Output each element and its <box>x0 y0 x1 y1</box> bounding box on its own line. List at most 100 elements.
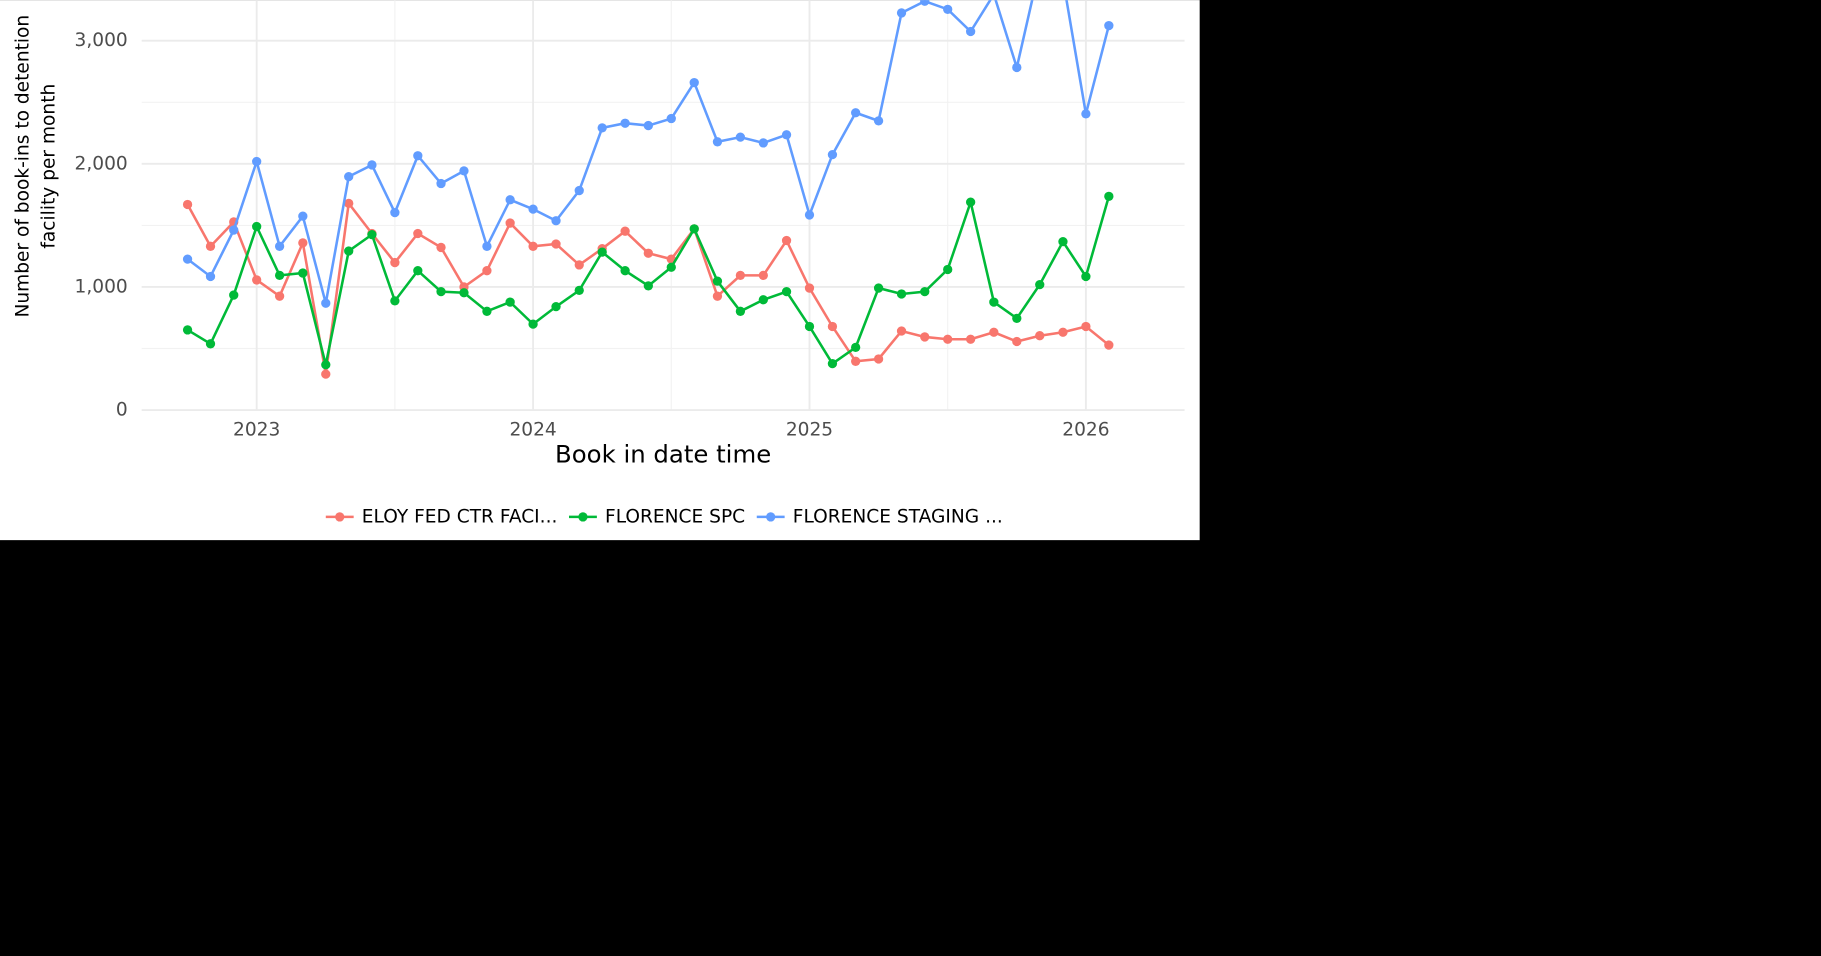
data-point <box>851 356 861 366</box>
data-point <box>321 369 331 379</box>
data-point <box>574 185 584 196</box>
data-point <box>482 266 492 276</box>
legend-key-point <box>335 512 345 522</box>
x-tick-label: 2025 <box>786 419 833 440</box>
x-tick-label: 2024 <box>509 419 556 440</box>
data-point <box>574 285 584 296</box>
data-point <box>229 225 239 235</box>
data-point <box>712 137 723 147</box>
data-point <box>298 238 308 248</box>
data-point <box>1104 340 1114 350</box>
data-point <box>344 246 354 256</box>
legend-item: FLORENCE STAGING ... <box>756 506 1003 527</box>
data-point <box>390 257 400 268</box>
y-tick-label: 3,000 <box>75 30 128 51</box>
data-point <box>712 291 723 301</box>
data-point <box>229 290 239 300</box>
data-point <box>1104 20 1114 31</box>
data-point <box>643 248 653 258</box>
data-point <box>551 302 561 312</box>
data-point <box>689 77 699 88</box>
data-point <box>413 228 423 239</box>
data-point <box>712 276 723 286</box>
data-point <box>643 281 653 291</box>
data-point <box>943 264 953 275</box>
data-point <box>367 229 377 240</box>
legend-label: FLORENCE STAGING ... <box>793 506 1003 527</box>
data-point <box>896 8 907 18</box>
data-point <box>1035 279 1045 290</box>
data-point <box>920 286 930 297</box>
data-point <box>920 0 930 6</box>
data-point <box>528 241 538 251</box>
data-point <box>390 296 400 306</box>
data-point <box>1058 237 1068 247</box>
data-point <box>827 321 838 332</box>
data-point <box>321 360 331 370</box>
legend-label: FLORENCE SPC <box>605 506 745 527</box>
data-point <box>436 178 446 189</box>
x-axis-title: Book in date time <box>555 439 771 468</box>
data-point <box>1012 336 1022 347</box>
data-point <box>252 221 262 232</box>
data-point <box>1012 62 1022 73</box>
data-point <box>459 288 469 298</box>
data-point <box>620 226 630 236</box>
data-point <box>182 199 193 210</box>
data-point <box>620 118 630 128</box>
legend-item: ELOY FED CTR FACI... <box>325 506 558 527</box>
data-point <box>735 306 746 316</box>
data-point <box>205 271 216 282</box>
data-point <box>1058 327 1068 337</box>
data-point <box>298 268 308 278</box>
data-point <box>758 270 768 281</box>
data-point <box>804 321 815 332</box>
data-point <box>390 207 400 218</box>
legend-key-point <box>766 512 776 522</box>
data-point <box>965 197 976 207</box>
data-point <box>482 306 492 316</box>
data-point <box>1104 191 1114 201</box>
data-point <box>666 262 676 272</box>
data-point <box>804 283 815 293</box>
data-point <box>873 354 884 364</box>
data-point <box>943 334 953 344</box>
data-point <box>274 291 285 301</box>
data-point <box>735 270 746 281</box>
data-point <box>896 289 907 299</box>
y-axis-title: Number of book-ins to detention facility… <box>13 15 60 318</box>
data-point <box>321 298 331 308</box>
data-point <box>896 326 907 336</box>
data-point <box>1035 331 1045 341</box>
data-point <box>182 325 193 335</box>
legend-key-point <box>578 512 588 522</box>
data-point <box>1081 271 1091 282</box>
data-point <box>851 342 861 353</box>
data-point <box>597 247 607 257</box>
data-point <box>252 275 262 285</box>
data-point <box>182 254 193 264</box>
y-axis-title-line: Number of book-ins to detention <box>13 15 34 318</box>
data-point <box>873 116 884 126</box>
x-tick-label: 2026 <box>1062 419 1109 440</box>
data-point <box>989 327 999 337</box>
data-point <box>205 241 216 251</box>
data-point <box>551 216 561 226</box>
legend-label: ELOY FED CTR FACI... <box>362 506 558 527</box>
y-tick-label: 0 <box>116 400 128 421</box>
data-point <box>781 130 792 140</box>
data-point <box>436 286 446 297</box>
data-point <box>781 286 792 297</box>
data-point <box>482 241 492 251</box>
data-point <box>298 211 308 221</box>
data-point <box>205 339 216 349</box>
plot-marks <box>182 0 1114 379</box>
data-point <box>1081 321 1091 332</box>
legend-item: FLORENCE SPC <box>569 506 745 527</box>
data-point <box>344 171 354 182</box>
data-point <box>597 123 607 133</box>
data-point <box>943 4 953 14</box>
data-point <box>758 295 768 305</box>
data-point <box>574 260 584 270</box>
